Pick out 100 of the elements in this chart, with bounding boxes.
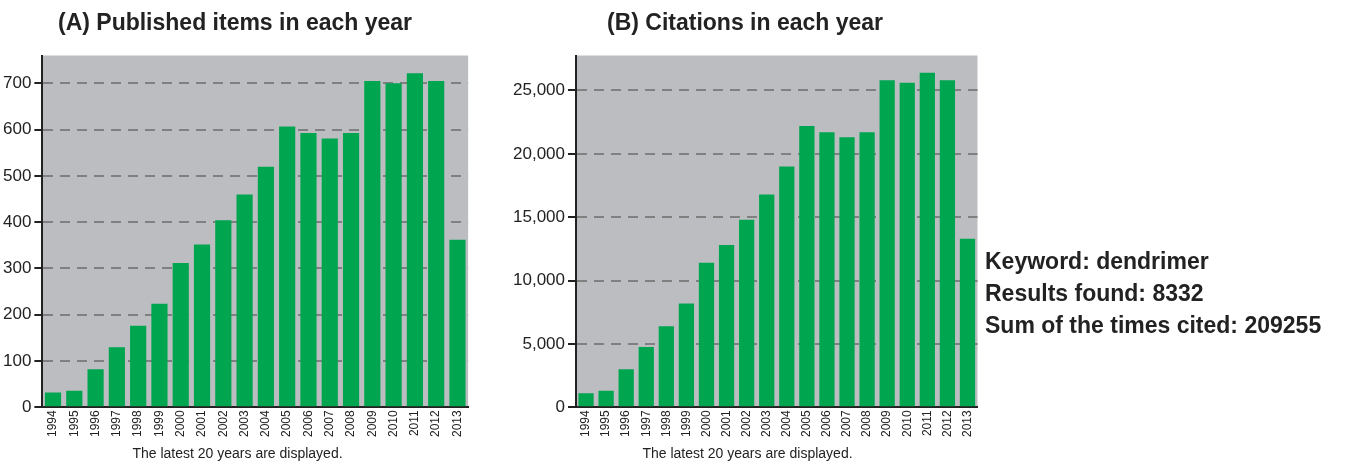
x-tick-label: 2013 <box>449 409 464 438</box>
bar <box>151 303 168 407</box>
y-tick-label: 0 <box>21 396 32 416</box>
y-tick-label: 600 <box>2 119 32 139</box>
x-tick-label: 1994 <box>45 409 60 438</box>
y-tick-label: 25,000 <box>513 80 565 100</box>
x-tick-label: 2008 <box>343 409 358 438</box>
x-tick-label: 2006 <box>819 409 834 438</box>
bar <box>385 83 402 407</box>
y-tick-label: 200 <box>2 304 32 324</box>
text: Keyword: dendrimer <box>985 247 1210 276</box>
text: Results found: 8332 <box>985 279 1205 308</box>
y-tick-label: 5,000 <box>522 333 565 353</box>
y-tick-label: 100 <box>2 350 32 370</box>
x-tick-label: 2003 <box>759 409 774 438</box>
x-tick-label: 1997 <box>638 409 653 438</box>
x-tick-label: 2003 <box>236 409 251 438</box>
bar <box>300 132 317 407</box>
y-tick-label: 700 <box>2 73 32 93</box>
bar <box>718 245 735 407</box>
bar <box>658 326 674 407</box>
x-tick-label: 2006 <box>300 409 315 438</box>
y-tick-label: 10,000 <box>513 270 565 290</box>
bar <box>215 220 232 407</box>
bar <box>44 392 62 407</box>
x-tick-label: 1999 <box>151 409 166 438</box>
y-tick-label: 500 <box>2 165 32 185</box>
x-tick-label: 1998 <box>658 409 673 438</box>
x-tick-label: 2001 <box>194 409 209 438</box>
bar <box>899 82 915 407</box>
bar <box>321 138 338 407</box>
x-tick-label: 1996 <box>618 409 633 438</box>
x-tick-label: 2005 <box>799 409 814 438</box>
bar <box>839 137 855 407</box>
x-tick-label: 2002 <box>738 409 753 438</box>
x-tick-label: 1996 <box>87 409 102 438</box>
x-tick-label: 2007 <box>322 409 337 438</box>
chart-title: (A) Published items in each year <box>57 9 413 36</box>
x-tick-label: 1994 <box>578 409 593 438</box>
bar <box>130 325 147 407</box>
y-tick-label: 400 <box>2 211 32 231</box>
y-tick-label: 15,000 <box>513 206 565 226</box>
x-tick-label: 2011 <box>407 409 422 437</box>
text: The latest 20 years are displayed. <box>641 445 854 461</box>
x-tick-label: 2011 <box>919 409 934 437</box>
x-tick-label: 2010 <box>385 409 400 438</box>
text: The latest 20 years are displayed. <box>131 445 344 461</box>
bar <box>172 262 189 407</box>
x-tick-label: 2012 <box>428 409 443 438</box>
bar <box>819 132 835 407</box>
bar <box>87 369 104 407</box>
bar <box>279 126 296 407</box>
x-tick-label: 2013 <box>959 409 974 438</box>
bar <box>678 303 695 407</box>
bar <box>406 73 423 407</box>
x-tick-label: 2000 <box>698 409 713 438</box>
x-tick-label: 2002 <box>215 409 230 438</box>
bar <box>66 390 83 407</box>
x-tick-label: 2008 <box>859 409 874 438</box>
x-tick-label: 1997 <box>109 409 124 438</box>
x-tick-label: 2010 <box>899 409 914 438</box>
bar <box>364 81 381 407</box>
x-tick-label: 2001 <box>718 409 733 438</box>
x-tick-label: 2005 <box>279 409 294 438</box>
bar <box>959 238 976 407</box>
x-tick-label: 2004 <box>779 409 794 438</box>
bar <box>618 369 634 407</box>
bar <box>428 81 445 407</box>
bar <box>578 393 594 407</box>
bar <box>799 125 815 407</box>
x-tick-label: 1995 <box>66 409 81 438</box>
bar <box>759 194 775 407</box>
bar <box>257 166 274 407</box>
y-tick-label: 20,000 <box>513 143 565 163</box>
bar <box>638 347 654 407</box>
x-tick-label: 2000 <box>173 409 188 438</box>
bar <box>739 219 755 407</box>
bar <box>449 239 466 407</box>
bar <box>939 80 956 407</box>
y-tick-label: 300 <box>2 258 32 278</box>
x-tick-label: 1995 <box>598 409 613 438</box>
bar <box>108 347 125 407</box>
x-tick-label: 1999 <box>678 409 693 438</box>
bar <box>342 132 360 407</box>
bar <box>698 262 715 407</box>
bar <box>193 244 211 407</box>
x-tick-label: 2009 <box>364 409 379 438</box>
x-tick-label: 2009 <box>879 409 894 438</box>
x-tick-label: 2012 <box>939 409 954 438</box>
x-tick-label: 1998 <box>130 409 145 438</box>
bar <box>919 72 935 407</box>
y-tick-label: 0 <box>555 396 565 416</box>
x-tick-label: 2004 <box>258 409 273 438</box>
text: Sum of the times cited: 209255 <box>985 311 1322 340</box>
bar <box>879 80 895 407</box>
bar <box>859 132 875 407</box>
bar <box>236 194 253 407</box>
bar <box>779 166 795 407</box>
chart-title: (B) Citations in each year <box>606 9 884 36</box>
bar <box>598 390 614 407</box>
